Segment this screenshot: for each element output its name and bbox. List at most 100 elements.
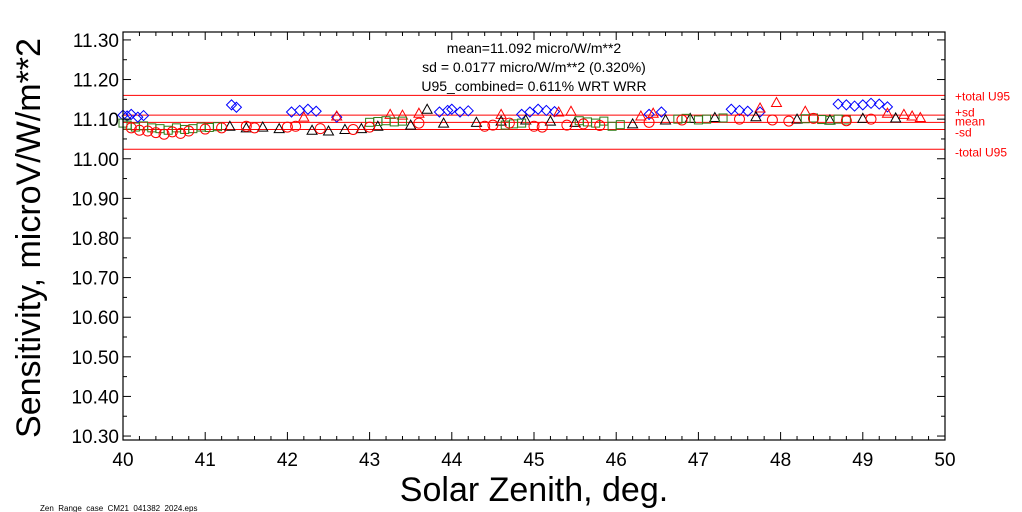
data-point-triangle: [906, 109, 918, 121]
data-point-circle: [865, 113, 877, 125]
data-point-circle: [528, 120, 540, 132]
data-point-triangle: [635, 109, 647, 121]
data-point-diamond: [865, 97, 877, 110]
data-point-triangle: [799, 105, 812, 116]
data-point-diamond: [873, 98, 885, 110]
data-point-circle: [281, 121, 293, 133]
data-point-circle: [216, 122, 228, 134]
data-point-triangle: [647, 107, 660, 118]
data-point-circle: [766, 114, 778, 126]
data-point-triangle: [224, 120, 236, 131]
data-point-circle: [676, 114, 688, 126]
data-point-triangle: [659, 113, 672, 125]
data-point-triangle: [396, 109, 409, 120]
data-point-triangle: [322, 124, 335, 136]
data-point-triangle: [306, 124, 318, 135]
annotation-mean: mean=11.092 micro/W/m**2: [447, 40, 622, 56]
data-point-circle: [133, 124, 145, 136]
x-tick-label: 42: [277, 450, 298, 471]
data-point-triangle: [470, 116, 483, 127]
data-point-circle: [290, 120, 302, 132]
data-point-circle: [503, 117, 515, 129]
data-point-circle: [536, 121, 548, 133]
data-point-circle: [783, 115, 795, 127]
x-tick-label: 44: [441, 450, 463, 471]
data-point-triangle: [339, 123, 351, 134]
data-point-diamond: [754, 106, 766, 118]
data-point-triangle: [881, 107, 894, 118]
data-point-circle: [347, 123, 359, 135]
y-tick-label: 11.00: [73, 150, 119, 171]
data-point-triangle: [552, 105, 565, 117]
data-point-triangle: [889, 111, 902, 123]
data-point-triangle: [791, 113, 803, 124]
data-point-diamond: [643, 108, 655, 121]
reference-label: -total U95: [955, 145, 1007, 159]
data-point-diamond: [733, 104, 746, 117]
data-point-circle: [413, 117, 425, 129]
data-point-diamond: [310, 105, 322, 117]
y-tick-label: 10.70: [71, 269, 119, 290]
data-point-circle: [840, 115, 852, 127]
data-point-diamond: [137, 109, 150, 122]
y-tick-label: 10.60: [71, 308, 119, 329]
data-point-triangle: [569, 116, 581, 127]
data-point-triangle: [565, 105, 577, 116]
y-axis: 10.30 10.40 10.50 10.60 10.70 10.80 10.90 11.00…: [71, 31, 945, 448]
data-point-triangle: [413, 107, 425, 118]
data-point-diamond: [302, 103, 314, 115]
data-point-triangle: [330, 109, 343, 121]
data-point-circle: [807, 112, 819, 124]
data-point-diamond: [881, 101, 894, 113]
reference-label: mean: [955, 114, 985, 128]
data-point-triangle: [437, 117, 450, 128]
data-point-diamond: [832, 98, 844, 110]
reference-label: -sd: [955, 126, 972, 140]
annotation-u95: U95_combined= 0.611% WRT WRR: [421, 78, 646, 94]
data-point-triangle: [754, 102, 766, 113]
data-point-circle: [240, 120, 252, 132]
data-point-circle: [734, 113, 745, 125]
data-point-square: [517, 118, 527, 128]
data-point-circle: [249, 122, 261, 134]
reference-label: +sd: [955, 105, 975, 119]
data-point-diamond: [532, 103, 544, 115]
x-tick-label: 47: [688, 450, 709, 471]
data-point-diamond: [462, 105, 474, 117]
data-point-diamond: [446, 103, 458, 115]
x-tick-label: 41: [195, 450, 216, 471]
data-point-circle: [183, 125, 195, 137]
data-point-triangle: [914, 111, 927, 123]
data-point-circle: [561, 119, 573, 131]
data-point-triangle: [626, 117, 639, 129]
data-point-circle: [150, 127, 162, 139]
data-point-circle: [643, 116, 655, 128]
data-point-square: [615, 120, 625, 130]
x-axis: 40 41 42 43 44 45 46 47 48 49 50: [112, 32, 956, 471]
annotation-sd: sd = 0.0177 micro/W/m**2 (0.320%): [422, 59, 646, 75]
data-point-square: [702, 114, 712, 124]
x-tick-label: 45: [523, 450, 544, 471]
data-point-diamond: [441, 104, 454, 117]
y-axis-label: Sensitivity, microV/W/m**2: [10, 38, 48, 438]
data-point-square: [397, 116, 407, 126]
data-point-diamond: [857, 99, 869, 111]
x-tick-label: 50: [934, 450, 955, 471]
data-point-diamond: [230, 101, 243, 113]
x-tick-label: 40: [112, 450, 133, 471]
data-point-triangle: [240, 121, 253, 133]
y-tick-label: 11.20: [73, 71, 119, 92]
x-tick-label: 43: [359, 450, 380, 471]
data-point-circle: [158, 128, 170, 140]
data-point-triangle: [297, 111, 310, 122]
data-point-triangle: [404, 119, 417, 130]
file-name-footer: Zen_Range_case_CM21_041382_2024.eps: [40, 504, 197, 512]
data-point-triangle: [355, 122, 368, 134]
data-point-triangle: [770, 96, 783, 108]
data-point-diamond: [725, 103, 737, 115]
y-tick-label: 10.40: [71, 387, 119, 408]
y-tick-label: 10.90: [71, 189, 119, 210]
data-point-circle: [314, 123, 326, 135]
data-point-diamond: [540, 104, 553, 117]
